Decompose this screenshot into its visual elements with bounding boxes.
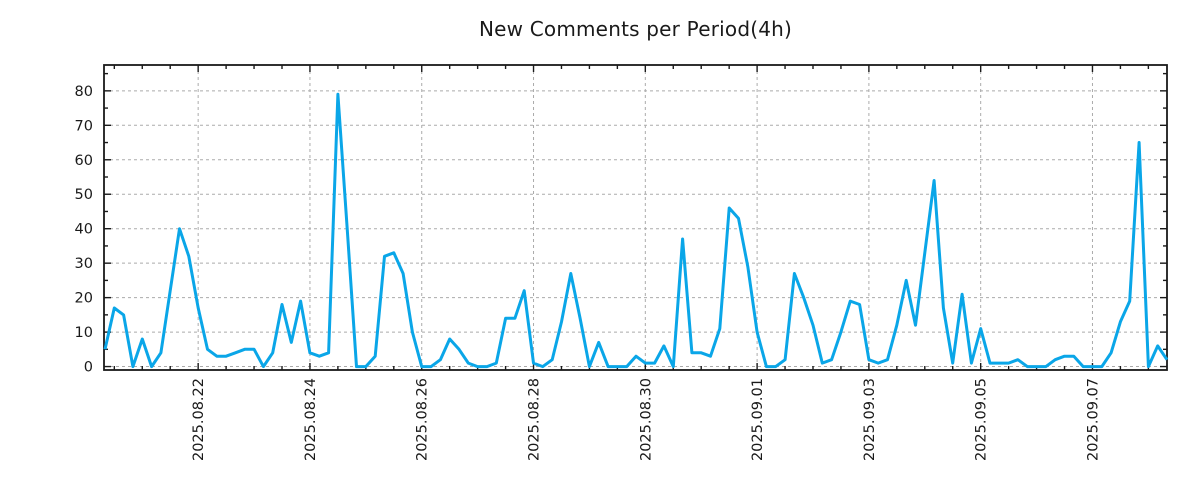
x-axis-tick-label: 2025.08.22 xyxy=(191,378,207,461)
axis-ticks xyxy=(104,65,1167,370)
x-axis-tick-label: 2025.09.07 xyxy=(1085,378,1101,461)
data-line xyxy=(103,92,1169,369)
y-axis-tick-label: 50 xyxy=(75,187,93,203)
x-axis-tick-label: 2025.08.26 xyxy=(415,378,431,461)
y-axis-tick-label: 0 xyxy=(84,360,93,376)
chart-title: New Comments per Period(4h) xyxy=(478,17,793,41)
x-axis-tick-label: 2025.08.24 xyxy=(303,378,319,461)
y-axis-tick-label: 80 xyxy=(75,84,93,100)
x-axis-tick-label: 2025.08.30 xyxy=(638,378,654,461)
y-axis-tick-label: 60 xyxy=(75,153,93,169)
x-axis-tick-label: 2025.08.28 xyxy=(527,378,543,461)
y-axis-tick-label: 10 xyxy=(75,325,93,341)
x-axis-tick-label: 2025.09.01 xyxy=(750,378,766,461)
y-axis-tick-label: 30 xyxy=(75,256,93,272)
y-axis-tick-label: 40 xyxy=(75,222,93,238)
x-axis-tick-label: 2025.09.05 xyxy=(974,378,990,461)
y-tick-labels: 0 10 20 30 40 50 60 70 80 xyxy=(75,84,93,376)
y-axis-tick-label: 70 xyxy=(75,118,93,134)
plot-frame xyxy=(103,64,1168,371)
x-tick-labels: 2025.08.22 2025.08.24 2025.08.26 2025.08.28… xyxy=(191,378,1101,461)
y-axis-tick-label: 20 xyxy=(75,291,93,307)
gridlines xyxy=(104,65,1167,370)
x-axis-tick-label: 2025.09.03 xyxy=(862,378,878,461)
